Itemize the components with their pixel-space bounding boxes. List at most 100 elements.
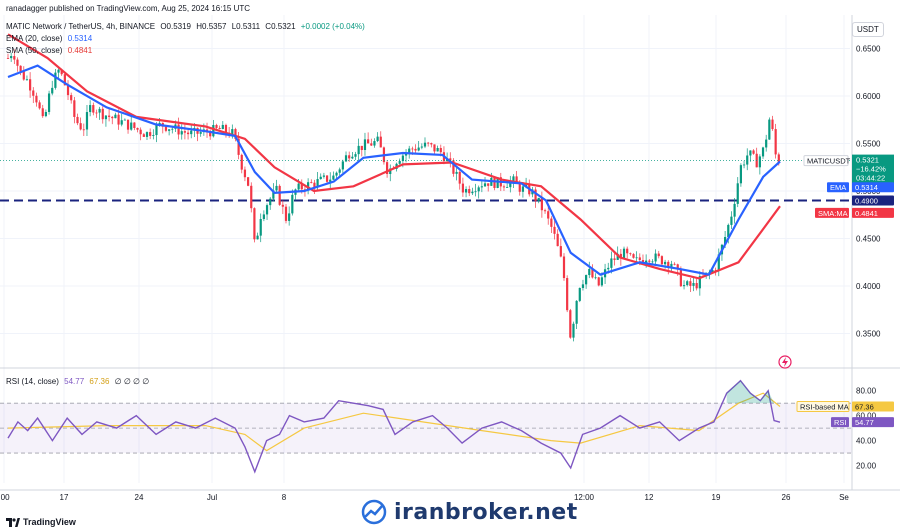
candle-body xyxy=(540,197,543,211)
candle-body xyxy=(752,150,755,154)
support-value-tag: 0.4900 xyxy=(855,197,878,206)
candle-body xyxy=(199,132,202,134)
candle-body xyxy=(44,111,48,117)
candle-body xyxy=(736,183,739,204)
candle-body xyxy=(60,69,63,75)
candle-body xyxy=(458,171,461,184)
ema-legend-label: EMA (20, close) xyxy=(6,34,63,43)
candle-body xyxy=(414,148,417,151)
candle-body xyxy=(262,214,265,219)
candle-body xyxy=(190,130,193,135)
candle-body xyxy=(468,189,471,194)
candle-body xyxy=(107,115,111,117)
candle-body xyxy=(553,226,556,234)
candle-body xyxy=(183,131,187,133)
time-tick-label: 19 xyxy=(712,493,721,502)
candle-body xyxy=(126,119,130,130)
time-tick-label: 12 xyxy=(645,493,654,502)
candle-body xyxy=(727,224,730,238)
candle-body xyxy=(667,261,670,268)
time-tick-label: 12:00 xyxy=(574,493,595,502)
candle-body xyxy=(186,132,190,135)
candle-body xyxy=(493,177,496,188)
publisher-line: ranadagger published on TradingView.com,… xyxy=(6,4,251,13)
tradingview-footer[interactable]: TradingView xyxy=(6,517,76,527)
candle-body xyxy=(679,269,682,287)
candle-body xyxy=(104,115,108,120)
candle-body xyxy=(325,175,329,182)
candle-body xyxy=(341,161,344,170)
candle-body xyxy=(231,129,234,136)
currency-button[interactable]: USDT xyxy=(852,22,884,37)
candle-body xyxy=(82,129,85,131)
candle-body xyxy=(111,116,114,119)
candle-body xyxy=(600,277,604,286)
watermark-logo-icon xyxy=(361,499,387,525)
candle-body xyxy=(689,281,692,286)
candle-body xyxy=(588,269,591,276)
ema-value-tag-bg xyxy=(852,182,894,193)
rsi-name-tag-bg xyxy=(831,417,849,428)
candle-body xyxy=(506,187,509,188)
symbol-line: MATIC Network / TetherUS, 4h, BINANCE O0… xyxy=(6,22,365,31)
rsi-legend[interactable]: RSI (14, close) 54.77 67.36 ∅ ∅ ∅ ∅ xyxy=(6,377,149,386)
candle-body xyxy=(461,183,465,193)
sma50-line xyxy=(7,33,781,280)
candle-body xyxy=(319,176,322,180)
ema-legend[interactable]: EMA (20, close) 0.5314 xyxy=(6,34,92,43)
candle-body xyxy=(761,147,765,157)
candle-body xyxy=(316,179,319,188)
candle-body xyxy=(657,253,660,257)
candle-body xyxy=(246,177,250,186)
candle-body xyxy=(47,93,51,112)
sma-legend-value: 0.4841 xyxy=(67,46,93,55)
candle-body xyxy=(22,71,25,80)
candle-body xyxy=(742,164,746,166)
candle-body xyxy=(19,65,22,72)
candle-body xyxy=(591,269,594,278)
candle-body xyxy=(6,58,10,59)
rsi-ma-name-tag: RSI-based MA xyxy=(800,402,849,411)
candle-body xyxy=(51,87,54,94)
rsi-band xyxy=(0,402,852,454)
rsi-ma-value-tag-bg xyxy=(852,401,894,412)
candle-body xyxy=(367,139,370,144)
candle-body xyxy=(13,56,16,60)
candle-body xyxy=(622,248,626,259)
candle-body xyxy=(686,281,689,286)
candle-body xyxy=(714,269,717,271)
candle-body xyxy=(10,56,13,59)
support-value-tag-bg xyxy=(852,195,894,206)
candle-body xyxy=(502,186,506,188)
rsi-tick-label: 20.00 xyxy=(856,462,877,471)
sma-legend[interactable]: SMA (50, close) 0.4841 xyxy=(6,46,92,55)
candle-body xyxy=(569,310,572,338)
candle-body xyxy=(376,136,379,142)
candle-body xyxy=(370,143,373,146)
candle-body xyxy=(224,124,228,133)
candle-body xyxy=(322,175,326,177)
candle-body xyxy=(114,114,117,119)
candle-body xyxy=(85,112,89,130)
candle-body xyxy=(654,253,657,262)
candle-body xyxy=(474,191,477,193)
rsi-lines xyxy=(7,379,781,474)
candle-body xyxy=(133,122,136,128)
candle-body xyxy=(427,142,430,144)
candle-body xyxy=(682,285,686,287)
price-tick-label: 0.5500 xyxy=(856,140,881,149)
candle-body xyxy=(363,139,367,151)
candle-body xyxy=(613,258,616,260)
candle-body xyxy=(635,257,638,259)
candle-body xyxy=(597,277,600,286)
alert-icon[interactable] xyxy=(778,355,792,369)
watermark: iranbroker.net xyxy=(360,499,578,525)
candle-body xyxy=(417,147,420,151)
candle-body xyxy=(300,183,303,190)
candle-body xyxy=(594,277,597,279)
candle-body xyxy=(284,206,288,221)
candle-body xyxy=(439,148,442,153)
candle-body xyxy=(616,253,619,260)
candle-body xyxy=(559,246,562,257)
rsi-value-tag-bg xyxy=(852,417,894,428)
